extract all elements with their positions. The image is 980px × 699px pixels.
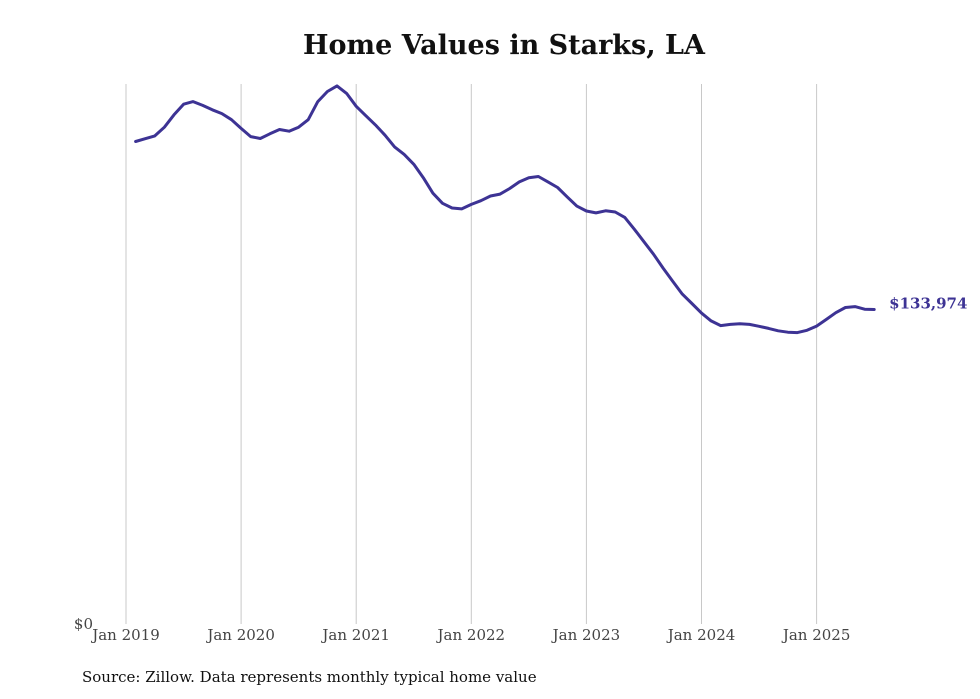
x-tick-label: Jan 2025 <box>781 626 851 644</box>
x-tick-label: Jan 2021 <box>320 626 390 644</box>
x-tick-label: Jan 2024 <box>666 626 736 644</box>
x-axis-ticks: Jan 2019 Jan 2020 Jan 2021 Jan 2022 Jan 2023… <box>90 626 850 644</box>
y-tick-label: $0 <box>74 615 93 633</box>
chart-title: Home Values in Starks, LA <box>303 30 705 61</box>
x-tick-label: Jan 2022 <box>436 626 506 644</box>
end-value-label: $133,974 <box>889 294 967 312</box>
y-axis-ticks: $0 <box>74 615 93 633</box>
x-tick-label: Jan 2023 <box>551 626 621 644</box>
x-tick-label: Jan 2020 <box>205 626 275 644</box>
series-line <box>134 84 876 335</box>
x-tick-label: Jan 2019 <box>90 626 160 644</box>
end-label-layer: $133,974 <box>889 294 967 312</box>
series-layer <box>134 84 876 335</box>
gridlines <box>125 84 818 624</box>
source-note: Source: Zillow. Data represents monthly … <box>82 668 537 686</box>
